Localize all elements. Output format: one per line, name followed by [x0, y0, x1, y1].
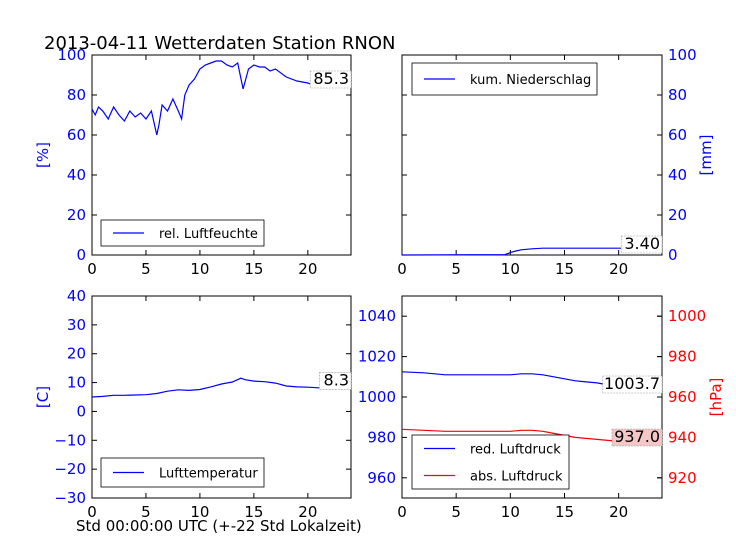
- x-tick-label: 0: [87, 260, 97, 278]
- plot-frame: [91, 54, 352, 256]
- x-tick-label: 5: [451, 260, 461, 278]
- legend-label: red. Luftdruck: [470, 443, 561, 458]
- x-tick-label: 0: [397, 260, 407, 278]
- x-tick-label: 10: [501, 260, 520, 278]
- last-value-box: [602, 375, 663, 394]
- last-value-box: [611, 428, 663, 447]
- x-tick-label: 10: [501, 503, 520, 521]
- y-tick-label: −10: [54, 431, 86, 449]
- legend: Lufttemperatur: [100, 457, 265, 488]
- x-tick-label: 5: [141, 260, 151, 278]
- x-tick-label: 5: [451, 503, 461, 521]
- x-tick-label: 10: [190, 503, 209, 521]
- series-line-kum--niederschlag: [401, 247, 662, 256]
- legend: red. Luftdruck abs. Luftdruck: [411, 434, 570, 490]
- y-right-tick-label: 960: [668, 388, 697, 406]
- x-tick-label: 15: [244, 260, 263, 278]
- y-tick-label: 40: [67, 166, 86, 184]
- x-tick-label: 15: [555, 503, 574, 521]
- y-tick-label: 20: [668, 206, 687, 224]
- legend-label: abs. Luftdruck: [470, 470, 563, 485]
- y-tick-label: 40: [668, 166, 687, 184]
- y-tick-label: 1020: [358, 348, 396, 366]
- legend-box: [411, 434, 570, 490]
- y-tick-label: 0: [668, 246, 678, 264]
- x-axis-label: Std 00:00:00 UTC (+-22 Std Lokalzeit): [76, 517, 362, 535]
- x-tick-label: 0: [87, 503, 97, 521]
- series-line-rel--luftfeuchte: [91, 60, 352, 136]
- y-tick-label: 0: [76, 402, 86, 420]
- last-value-label: 3.40: [624, 234, 660, 253]
- panel-precip: 0 5 10 15 20 0 20 40 60 80 100 [mm] kum. Niederschla…: [397, 46, 715, 278]
- x-tick-label: 15: [555, 260, 574, 278]
- last-value-label: 937.0: [614, 427, 660, 446]
- y-tick-label: 10: [67, 374, 86, 392]
- last-value-label: 85.3: [313, 69, 349, 88]
- x-tick-label: 20: [298, 503, 317, 521]
- last-value-label: 1003.7: [604, 374, 660, 393]
- plot-frame: [401, 54, 663, 256]
- y-tick-label: 0: [76, 246, 86, 264]
- y-tick-label: 980: [367, 428, 396, 446]
- panel-temperature: 0 5 10 15 20 −30 −20 −10 0 10 20 30 40 [C] Lufttempera…: [34, 287, 352, 521]
- y-tick-label: 40: [67, 287, 86, 305]
- y-tick-label: −30: [54, 489, 86, 507]
- x-tick-label: 20: [609, 503, 628, 521]
- x-tick-label: 10: [190, 260, 209, 278]
- y-tick-label: 80: [668, 86, 687, 104]
- y-tick-label: 1000: [358, 388, 396, 406]
- y-tick-label: 100: [668, 46, 697, 64]
- x-tick-label: 20: [298, 260, 317, 278]
- chart-title: 2013-04-11 Wetterdaten Station RNON: [44, 33, 395, 54]
- y-tick-label: 100: [57, 46, 86, 64]
- y-tick-label: −20: [54, 460, 86, 478]
- y-right-tick-label: 940: [668, 428, 697, 446]
- x-tick-label: 15: [244, 503, 263, 521]
- last-value-box: [309, 70, 352, 89]
- x-tick-label: 5: [141, 503, 151, 521]
- legend-label: rel. Luftfeuchte: [159, 227, 258, 242]
- legend: rel. Luftfeuchte: [100, 219, 265, 247]
- legend: kum. Niederschlag: [411, 62, 598, 96]
- y-axis-label: [%]: [34, 142, 52, 168]
- y-axis-label: [mm]: [697, 135, 715, 176]
- y-axis-label: [C]: [34, 386, 52, 408]
- y-tick-label: 960: [367, 469, 396, 487]
- y-tick-label: 60: [668, 126, 687, 144]
- panel-pressure: 0 5 10 15 20 960 980 1000 1020 1040 920 940 960 980 10…: [358, 295, 725, 521]
- y-right-tick-label: 1000: [668, 307, 706, 325]
- legend-label: kum. Niederschlag: [470, 73, 591, 88]
- y-right-tick-label: 980: [668, 348, 697, 366]
- y-tick-label: 1040: [358, 307, 396, 325]
- y-right-axis-label: [hPa]: [707, 378, 725, 417]
- y-right-tick-label: 920: [668, 469, 697, 487]
- y-tick-label: 20: [67, 345, 86, 363]
- y-tick-label: 80: [67, 86, 86, 104]
- last-value-box: [620, 235, 663, 254]
- y-tick-label: 30: [67, 316, 86, 334]
- series-line-lufttemperatur: [91, 377, 352, 398]
- last-value-label: 8.3: [324, 370, 349, 389]
- y-tick-label: 60: [67, 126, 86, 144]
- x-tick-label: 0: [397, 503, 407, 521]
- legend-label: Lufttemperatur: [159, 467, 258, 482]
- panel-humidity: 0 5 10 15 20 0 20 40 60 80 100 [%] rel. Luftfeuchte 8…: [34, 46, 352, 278]
- x-tick-label: 20: [609, 260, 628, 278]
- last-value-box: [319, 372, 352, 390]
- y-tick-label: 20: [67, 206, 86, 224]
